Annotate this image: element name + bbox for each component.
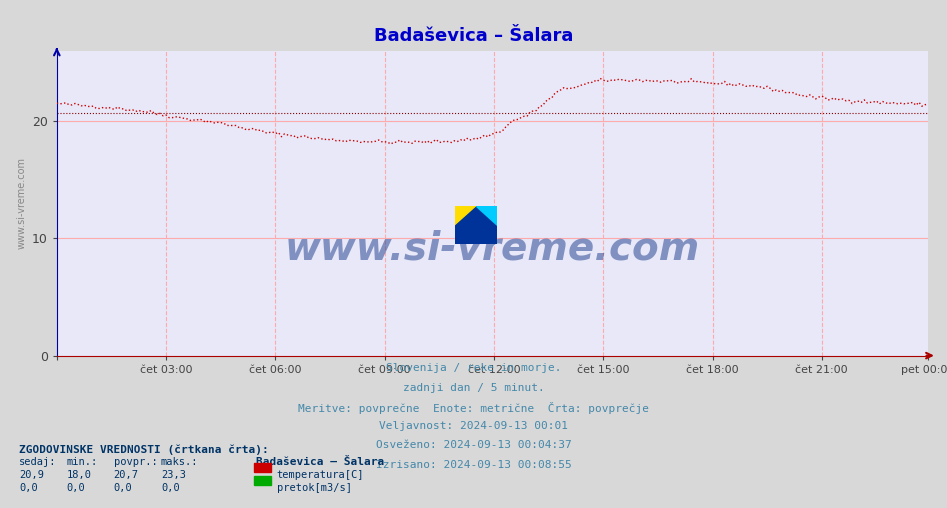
Text: Veljavnost: 2024-09-13 00:01: Veljavnost: 2024-09-13 00:01 (379, 421, 568, 431)
Text: 23,3: 23,3 (161, 470, 186, 480)
Text: pretok[m3/s]: pretok[m3/s] (277, 483, 351, 493)
Text: www.si-vreme.com: www.si-vreme.com (17, 157, 27, 249)
Polygon shape (476, 206, 497, 225)
Text: ZGODOVINSKE VREDNOSTI (črtkana črta):: ZGODOVINSKE VREDNOSTI (črtkana črta): (19, 444, 269, 455)
Text: Slovenija / reke in morje.: Slovenija / reke in morje. (385, 363, 562, 373)
Text: www.si-vreme.com: www.si-vreme.com (285, 230, 700, 268)
Text: temperatura[C]: temperatura[C] (277, 470, 364, 480)
Text: 0,0: 0,0 (66, 483, 85, 493)
Text: Izrisano: 2024-09-13 00:08:55: Izrisano: 2024-09-13 00:08:55 (376, 460, 571, 470)
Text: Meritve: povprečne  Enote: metrične  Črta: povprečje: Meritve: povprečne Enote: metrične Črta:… (298, 402, 649, 414)
Text: Osveženo: 2024-09-13 00:04:37: Osveženo: 2024-09-13 00:04:37 (376, 440, 571, 451)
Text: povpr.:: povpr.: (114, 457, 157, 467)
Text: Badaševica – Šalara: Badaševica – Šalara (374, 26, 573, 45)
Text: 0,0: 0,0 (114, 483, 133, 493)
Text: 20,7: 20,7 (114, 470, 138, 480)
Text: Badaševica – Šalara: Badaševica – Šalara (256, 457, 384, 467)
Text: 20,9: 20,9 (19, 470, 44, 480)
Text: zadnji dan / 5 minut.: zadnji dan / 5 minut. (402, 383, 545, 393)
Text: maks.:: maks.: (161, 457, 199, 467)
Text: 0,0: 0,0 (161, 483, 180, 493)
Text: 18,0: 18,0 (66, 470, 91, 480)
Text: 0,0: 0,0 (19, 483, 38, 493)
Polygon shape (455, 206, 476, 225)
Text: min.:: min.: (66, 457, 98, 467)
Text: sedaj:: sedaj: (19, 457, 57, 467)
